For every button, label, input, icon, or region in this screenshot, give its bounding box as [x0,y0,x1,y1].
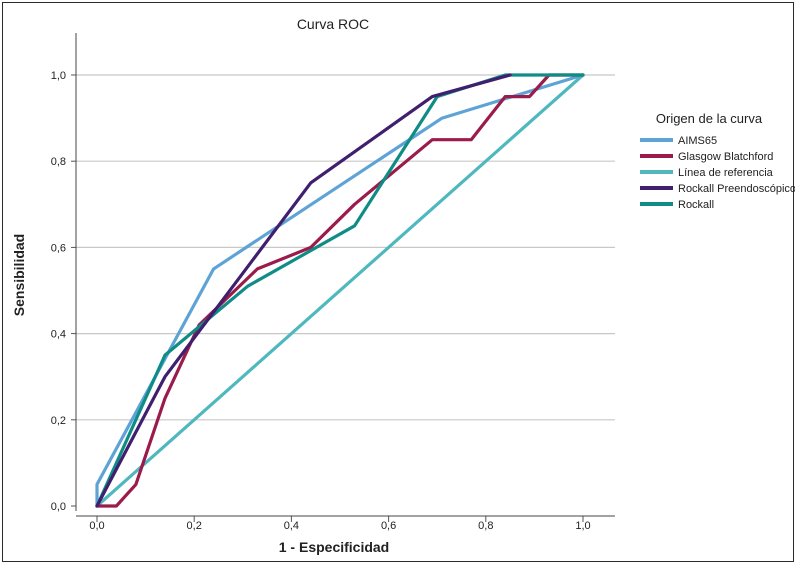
y-tick-label: 0,2 [51,415,66,427]
series-line-rockall-preendoscopico [95,73,512,508]
series-line-aims65 [95,73,585,508]
legend-label-rockall-preendoscopico: Rockall Preendoscópico [678,183,795,195]
legend-label-linea-de-referencia: Línea de referencia [678,167,774,179]
x-tick-label: 0,8 [478,520,493,532]
y-axis-label: Sensibilidad [11,234,27,316]
y-tick-label: 0,4 [51,329,66,341]
grid-lines [76,74,615,421]
series-lines [95,73,585,508]
x-tick-label: 0,0 [89,520,104,532]
legend-label-rockall: Rockall [678,199,714,211]
tick-labels: 0,0 0,2 0,4 0,6 0,8 1,0 0,0 0,2 0,4 0,6 0,8 1,0 [51,70,591,532]
legend-title: Origen de la curva [656,111,763,126]
x-axis-label: 1 - Especificidad [279,539,389,555]
legend: AIMS65 Glasgow Blatchford Línea de referen… [640,135,796,211]
x-tick-label: 1,0 [575,520,590,532]
y-tick-label: 1,0 [51,70,66,82]
chart-title: Curva ROC [297,16,369,32]
axes [71,33,615,522]
roc-chart: Curva ROC 0,0 0,2 0,4 0,6 0,8 1,0 0,0 0,2 0,4 0,6… [11,16,796,555]
y-tick-label: 0,6 [51,242,66,254]
x-tick-label: 0,6 [381,520,396,532]
y-tick-label: 0,8 [51,156,66,168]
series-line-glasgow-blatchford [95,73,585,508]
legend-label-glasgow-blatchford: Glasgow Blatchford [678,151,773,163]
x-tick-label: 0,2 [187,520,202,532]
legend-label-aims65: AIMS65 [678,135,717,147]
x-tick-label: 0,4 [284,520,299,532]
series-line-linea-de-referencia [95,73,585,508]
y-tick-label: 0,0 [51,501,66,513]
